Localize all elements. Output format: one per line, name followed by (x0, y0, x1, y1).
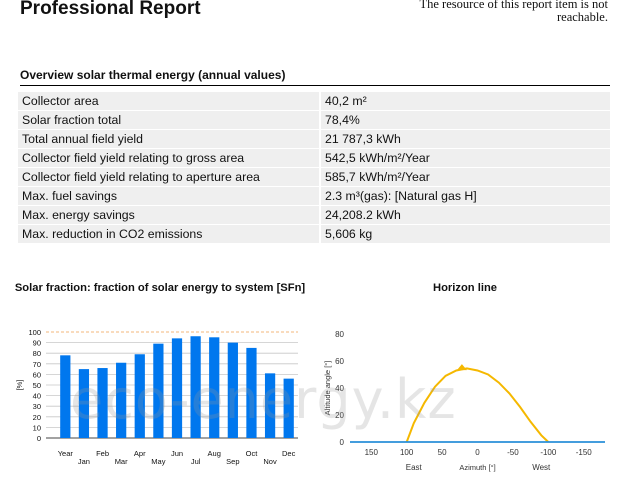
bar (264, 373, 276, 438)
overview-row-label: Collector field yield relating to gross … (18, 148, 320, 168)
sun-path-line (405, 367, 549, 443)
bar (246, 347, 257, 438)
y-tick-label: 0 (37, 434, 41, 443)
west-label: West (532, 463, 551, 472)
overview-row-label: Collector area (18, 92, 320, 111)
overview-row-value: 40,2 m² (319, 92, 610, 111)
y-tick-label: 10 (33, 423, 41, 432)
horizon-chart-title: Horizon line (432, 282, 498, 294)
y-tick-label: 40 (335, 384, 344, 393)
y-tick-label: 20 (335, 411, 344, 420)
x-tick-label: Mar (115, 457, 128, 466)
x-tick-label: May (151, 457, 165, 466)
x-tick-label: -50 (507, 448, 519, 457)
bar (78, 369, 90, 438)
watermark: eco-energy.kz (70, 368, 457, 431)
overview-row: Solar fraction total 78,4% (18, 110, 610, 130)
y-tick-label: 80 (335, 330, 344, 339)
bar (134, 354, 145, 438)
bar (97, 368, 108, 438)
y-tick-label: 90 (33, 339, 41, 348)
x-tick-label: Apr (134, 449, 146, 458)
overview-row: Total annual field yield 21 787,3 kWh (18, 129, 610, 149)
overview-row: Collector field yield relating to gross … (18, 148, 610, 168)
overview-row-label: Max. fuel savings (18, 186, 320, 206)
bar (209, 337, 220, 438)
overview-row: Max. reduction in CO2 emissions 5,606 kg (18, 224, 610, 244)
x-tick-label: Year (58, 449, 74, 458)
overview-row-label: Solar fraction total (18, 110, 320, 130)
overview-row: Collector area 40,2 m² (18, 92, 610, 111)
bar (190, 336, 201, 438)
overview-row: Max. fuel savings 2.3 m³(gas): [Natural g… (18, 186, 610, 206)
overview-row-value: 24,208.2 kWh (319, 205, 610, 225)
overview-row-value: 78,4% (319, 110, 610, 130)
overview-row: Collector field yield relating to apertu… (18, 167, 610, 187)
x-tick-label: Feb (96, 449, 109, 458)
y-axis-label: Altitude angle [°] (323, 361, 332, 416)
x-tick-label: 100 (400, 448, 414, 457)
x-tick-label: Dec (282, 449, 296, 458)
overview-heading: Overview solar thermal energy (annual va… (20, 68, 610, 86)
x-tick-label: Oct (246, 449, 259, 458)
x-tick-label: -100 (540, 448, 557, 457)
x-tick-label: 50 (438, 448, 447, 457)
overview-row: Max. energy savings 24,208.2 kWh (18, 205, 610, 225)
y-tick-label: 60 (33, 370, 41, 379)
y-tick-label: 30 (33, 402, 41, 411)
bar (116, 362, 127, 438)
overview-row-value: 2.3 m³(gas): [Natural gas H] (319, 186, 610, 206)
east-label: East (406, 463, 423, 472)
x-tick-label: -150 (576, 448, 593, 457)
x-tick-label: Aug (208, 449, 221, 458)
overview-table: Collector area 40,2 m² Solar fraction tota… (18, 92, 610, 244)
report-title: Professional Report (20, 0, 201, 19)
solar-fraction-chart-title: Solar fraction: fraction of solar energy… (14, 282, 306, 294)
x-tick-label: 0 (475, 448, 480, 457)
y-tick-label: 60 (335, 357, 344, 366)
bar (283, 378, 294, 438)
x-tick-label: Jul (191, 457, 201, 466)
bar (60, 355, 71, 438)
x-tick-label: 150 (365, 448, 379, 457)
x-tick-label: Sep (226, 457, 239, 466)
y-tick-label: 100 (28, 328, 41, 337)
x-tick-label: Jan (78, 457, 90, 466)
y-tick-label: 40 (33, 392, 41, 401)
sun-marker-icon (456, 364, 467, 371)
horizon-chart: 0 20 40 60 80 Altitude angle [°] 150 100 50 0 -50 -… (323, 330, 605, 472)
y-tick-label: 70 (33, 360, 41, 369)
overview-row-label: Total annual field yield (18, 129, 320, 149)
y-tick-label: 80 (33, 349, 41, 358)
y-tick-label: 0 (340, 438, 345, 447)
x-axis-label: Azimuth [°] (459, 463, 495, 472)
resource-unreachable-note: The resource of this report item is not … (419, 0, 609, 24)
y-tick-label: 50 (33, 381, 41, 390)
overview-row-label: Max. reduction in CO2 emissions (18, 224, 320, 244)
overview-row-value: 21 787,3 kWh (319, 129, 610, 149)
overview-row-label: Collector field yield relating to apertu… (18, 167, 320, 187)
x-tick-label: Nov (263, 457, 277, 466)
y-axis-label: [%] (15, 380, 24, 391)
y-tick-label: 20 (33, 413, 41, 422)
bar (153, 343, 164, 438)
bar (227, 342, 238, 438)
overview-row-value: 5,606 kg (319, 224, 610, 244)
bar (171, 338, 183, 438)
overview-row-label: Max. energy savings (18, 205, 320, 225)
x-tick-label: Jun (171, 449, 183, 458)
overview-row-value: 585,7 kWh/m²/Year (319, 167, 610, 187)
overview-row-value: 542,5 kWh/m²/Year (319, 148, 610, 168)
